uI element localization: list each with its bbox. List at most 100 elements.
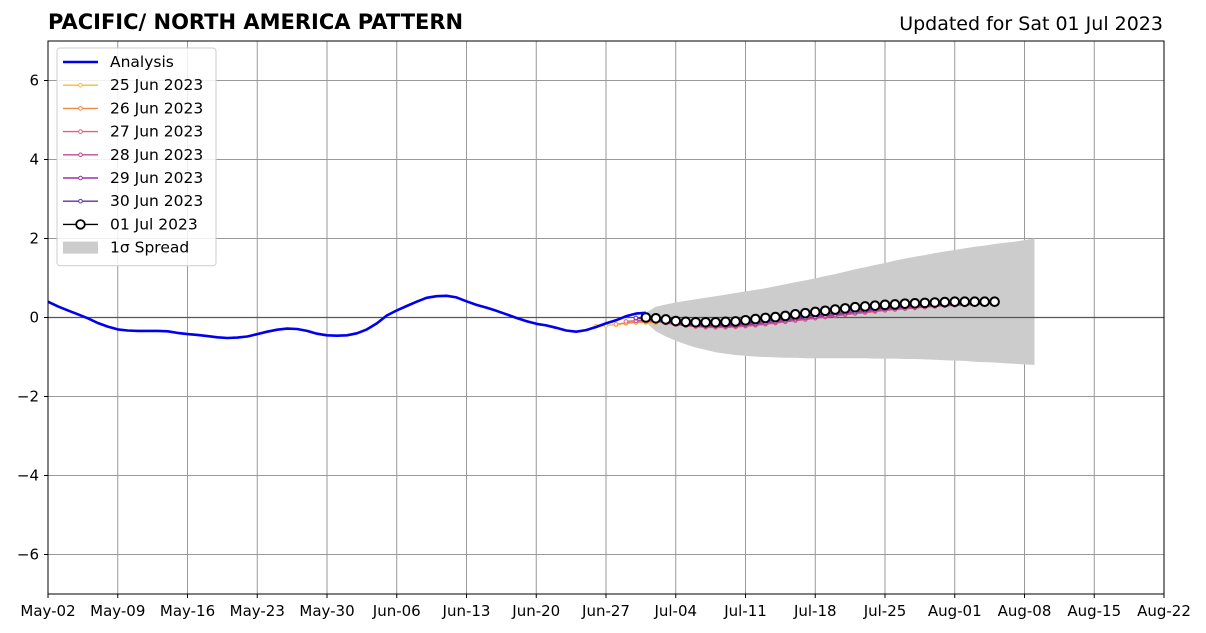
legend-item: 26 Jun 2023	[63, 99, 203, 117]
legend-item: 30 Jun 2023	[63, 192, 203, 210]
forecast-point	[780, 310, 791, 322]
forecast-point	[879, 299, 891, 311]
y-tick-label: 4	[29, 151, 39, 169]
legend-marker	[78, 82, 83, 88]
forecast-point	[760, 312, 771, 324]
forecast-point	[809, 306, 821, 318]
forecast-point	[949, 296, 961, 308]
forecast-point	[740, 314, 751, 326]
forecast-point	[690, 316, 701, 328]
x-tick-label: May-02	[20, 602, 75, 620]
legend-item: 25 Jun 2023	[63, 76, 203, 94]
legend: Analysis 25 Jun 2023 26 Jun 2023 27 Jun 202…	[56, 47, 217, 267]
y-tick-label: −6	[17, 546, 39, 564]
forecast-point	[720, 316, 731, 328]
forecast-point	[979, 296, 990, 308]
legend-marker	[78, 106, 83, 111]
forecast-series	[593, 296, 1000, 330]
legend-item: 29 Jun 2023	[63, 169, 203, 187]
legend-item: 28 Jun 2023	[63, 146, 203, 164]
legend-label: 30 Jun 2023	[110, 192, 203, 210]
forecast-point	[969, 296, 980, 308]
forecast-point	[680, 316, 692, 328]
forecast-point	[959, 296, 971, 308]
forecast-point	[640, 312, 652, 323]
legend-marker	[78, 152, 83, 158]
x-tick-label: Jul-04	[653, 602, 697, 620]
forecast-point	[889, 299, 901, 310]
x-tick-label: Aug-08	[998, 602, 1052, 620]
forecast-point	[633, 315, 639, 321]
legend-label: 27 Jun 2023	[110, 123, 203, 141]
forecast-point	[939, 296, 951, 308]
forecast-point	[670, 315, 682, 327]
legend-marker	[78, 129, 83, 134]
x-tick-label: Jul-11	[723, 602, 767, 620]
forecast-point	[989, 296, 1000, 308]
legend-swatch	[63, 241, 98, 254]
legend-box	[56, 47, 217, 267]
legend-marker	[78, 198, 83, 204]
forecast-point	[929, 297, 941, 308]
y-tick-label: 2	[29, 230, 39, 248]
chart-subtitle: Updated for Sat 01 Jul 2023	[899, 13, 1163, 35]
forecast-point	[700, 316, 711, 328]
legend-label: Analysis	[110, 53, 174, 71]
forecast-point	[899, 298, 911, 309]
legend-item: 1σ Spread	[63, 239, 189, 257]
spread-area	[645, 238, 1035, 365]
forecast-point	[839, 303, 851, 314]
forecast-point	[819, 305, 831, 317]
forecast-series-7	[640, 296, 1000, 328]
x-tick-label: Aug-15	[1067, 602, 1121, 620]
legend-marker	[78, 175, 83, 181]
legend-label: 26 Jun 2023	[110, 99, 203, 117]
x-tick-label: May-09	[90, 602, 145, 620]
forecast-point	[859, 301, 871, 312]
legend-item: 27 Jun 2023	[63, 123, 203, 141]
x-axis-ticks: May-02 May-09 May-16 May-23 May-30 Jun-06 Jun-…	[20, 594, 1191, 620]
legend-label: 1σ Spread	[110, 239, 189, 257]
spread-band	[645, 238, 1035, 365]
forecast-point	[730, 316, 741, 327]
legend-marker	[75, 219, 86, 230]
legend-item: Analysis	[63, 53, 174, 71]
x-tick-label: May-23	[230, 602, 285, 620]
analysis-line	[47, 294, 647, 340]
y-tick-label: −2	[17, 388, 39, 406]
forecast-point	[909, 297, 921, 309]
y-tick-label: −4	[17, 467, 39, 485]
x-tick-label: Jul-25	[863, 602, 907, 620]
forecast-point	[750, 313, 761, 325]
forecast-point	[660, 314, 672, 325]
x-tick-label: Jun-20	[511, 602, 560, 620]
analysis-series	[47, 294, 647, 340]
chart-title: PACIFIC/ NORTH AMERICA PATTERN	[48, 10, 463, 34]
x-tick-label: Jun-27	[581, 602, 630, 620]
x-tick-label: Jun-13	[442, 602, 491, 620]
forecast-point	[650, 312, 662, 324]
legend-label: 25 Jun 2023	[110, 76, 203, 94]
forecast-point	[770, 311, 781, 323]
forecast-point	[613, 321, 619, 327]
forecast-point	[919, 297, 931, 309]
x-tick-label: Aug-01	[928, 602, 982, 620]
forecast-point	[623, 319, 629, 324]
forecast-point	[849, 301, 861, 313]
x-tick-label: Jul-18	[793, 602, 837, 620]
forecast-point	[869, 300, 881, 311]
forecast-point	[710, 316, 721, 328]
forecast-point	[790, 309, 801, 320]
x-tick-label: Jun-06	[372, 602, 421, 620]
y-tick-label: 0	[29, 309, 39, 327]
forecast-point	[829, 304, 841, 315]
y-tick-label: 6	[29, 72, 39, 90]
legend-label: 01 Jul 2023	[110, 215, 198, 233]
x-tick-label: Aug-22	[1137, 602, 1191, 620]
x-tick-label: May-16	[160, 602, 215, 620]
legend-label: 28 Jun 2023	[110, 146, 203, 164]
y-axis-ticks: −6 −4 −2 0 2 4 6	[17, 72, 48, 564]
forecast-point	[799, 307, 811, 319]
legend-item: 01 Jul 2023	[63, 215, 198, 233]
